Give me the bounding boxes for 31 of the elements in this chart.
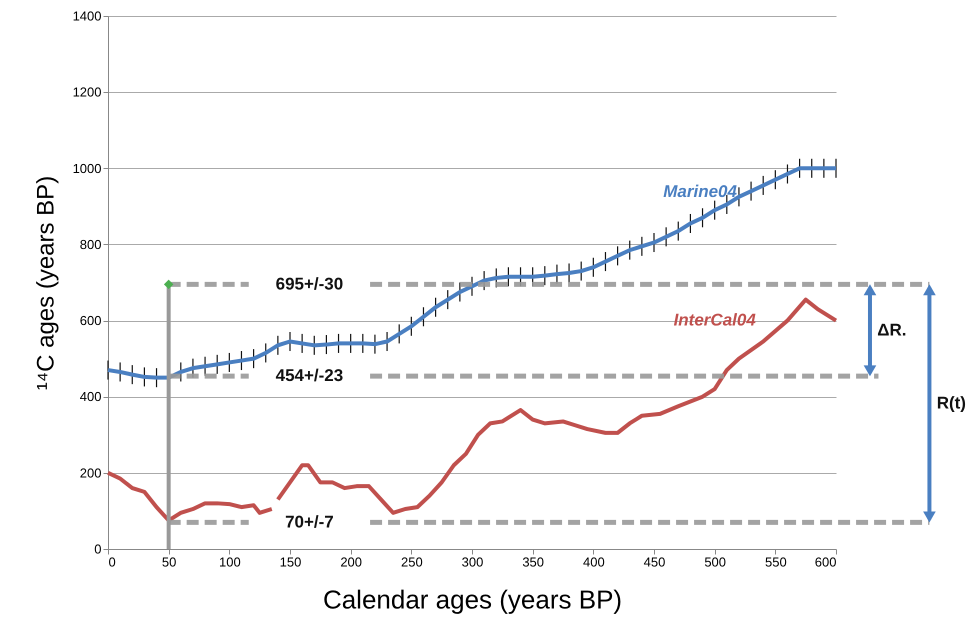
x-tick-label: 500 <box>704 554 726 570</box>
series-label: Marine04 <box>663 182 738 201</box>
y-tick-label: 600 <box>80 313 102 328</box>
y-tick-label: 1400 <box>72 8 102 24</box>
x-tick-label: 150 <box>280 554 302 570</box>
x-tick-label: 50 <box>162 554 176 570</box>
ref-line-label: 70+/-7 <box>285 512 334 532</box>
x-tick-label: 600 <box>814 554 836 570</box>
x-tick-label: 450 <box>644 554 666 570</box>
series-label: InterCal04 <box>674 310 756 330</box>
x-tick-label: 550 <box>764 554 787 570</box>
text: ΔR. <box>877 320 906 340</box>
x-tick-label: 350 <box>522 554 544 570</box>
text: R(t) <box>936 393 966 412</box>
y-tick-label: 0 <box>94 542 102 556</box>
x-axis-title: Calendar ages (years BP) <box>322 584 622 614</box>
line-series <box>106 166 838 380</box>
x-tick-label: 200 <box>340 554 362 570</box>
ref-line-label: 454+/-23 <box>276 366 344 386</box>
y-tick-label: 1000 <box>72 160 102 176</box>
x-tick-label: 100 <box>218 554 241 570</box>
x-tick-label: 400 <box>582 554 605 570</box>
x-tick-label: 300 <box>462 554 484 570</box>
y-tick-label: 800 <box>80 236 102 252</box>
x-tick-label: 250 <box>400 554 423 570</box>
y-tick-label: 200 <box>80 465 102 480</box>
y-tick-label: 1200 <box>72 84 102 100</box>
x-tick-label: 0 <box>108 554 116 570</box>
y-axis-title: ¹⁴C ages (years BP) <box>32 176 60 390</box>
y-tick-label: 400 <box>80 389 102 404</box>
ref-line-label: 695+/-30 <box>276 274 344 294</box>
